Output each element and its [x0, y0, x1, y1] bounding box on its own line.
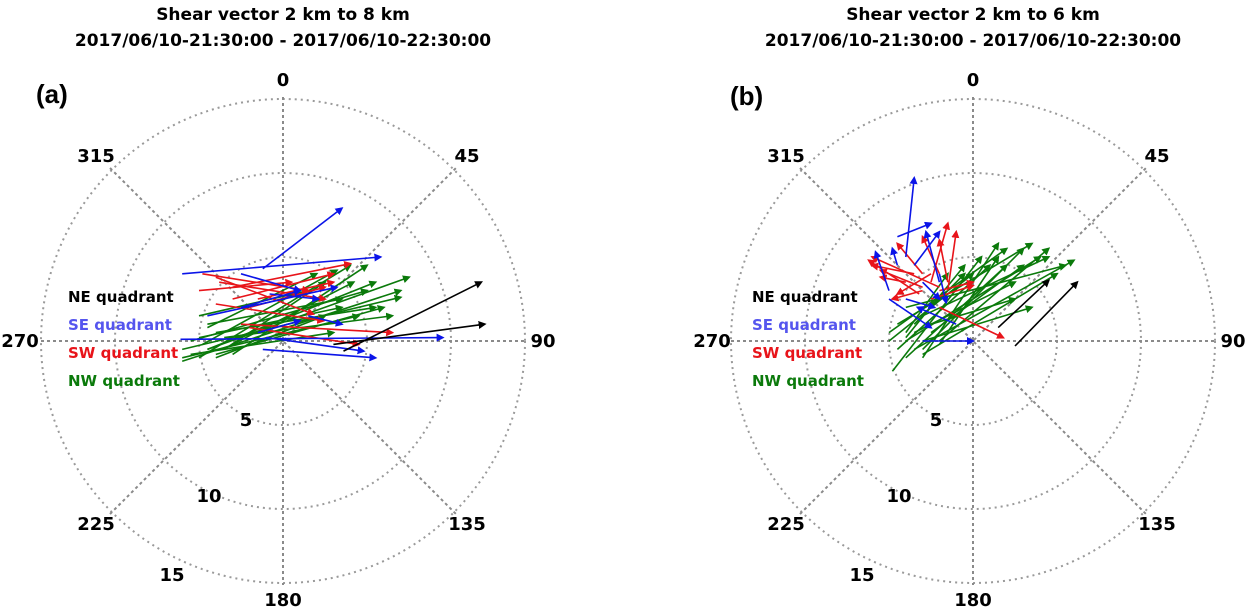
angle-tick-315: 315 — [767, 146, 805, 167]
shear-vector-se — [915, 306, 957, 325]
panel-label: (a) — [36, 79, 68, 109]
shear-vector-se — [922, 281, 941, 301]
shear-vector-nw — [207, 296, 344, 325]
shear-vector-ne — [997, 279, 1051, 329]
shear-vector-se — [897, 221, 933, 238]
shear-vector-sw — [921, 234, 941, 275]
legend-entry-nw: NW quadrant — [68, 372, 180, 390]
radial-tick-10: 10 — [196, 486, 221, 507]
shear-vector-se — [262, 348, 378, 362]
shear-vector-se — [257, 318, 302, 334]
radial-tick-labels: 5 10 15 — [159, 410, 252, 586]
legend: NE quadrant SE quadrant SW quadrant NW q… — [752, 288, 864, 390]
shear-vector-se — [890, 246, 899, 266]
shear-vector-nw — [905, 263, 966, 339]
radial-tick-labels: 5 10 15 — [849, 410, 942, 586]
legend-entry-sw: SW quadrant — [752, 344, 862, 362]
radial-tick-10: 10 — [886, 486, 911, 507]
legend-entry-nw: NW quadrant — [752, 372, 864, 390]
angle-tick-labels: 0 45 90 135 180 225 270 315 — [1, 70, 555, 609]
angle-tick-0: 0 — [967, 70, 980, 91]
shear-vector-nw — [905, 272, 949, 334]
legend-entry-sw: SW quadrant — [68, 344, 178, 362]
vector-layer — [180, 207, 487, 362]
shear-vector-ne — [333, 321, 487, 346]
shear-vector-se — [180, 333, 445, 342]
shear-vector-sw — [890, 289, 923, 302]
chart-subtitle: 2017/06/10-21:30:00 - 2017/06/10-22:30:0… — [765, 31, 1181, 51]
angle-tick-225: 225 — [77, 514, 115, 535]
shear-vector-sw — [867, 259, 920, 295]
angle-tick-45: 45 — [1144, 146, 1169, 167]
shear-vector-sw — [947, 229, 960, 291]
panel-a: Shear vector 2 km to 8 km 2017/06/10-21:… — [1, 5, 555, 609]
shear-vector-nw — [181, 288, 403, 362]
shear-vector-se — [207, 284, 339, 317]
angle-tick-270: 270 — [1, 331, 39, 352]
radial-tick-5: 5 — [240, 410, 253, 431]
shear-vector-sw — [215, 303, 326, 324]
legend-entry-se: SE quadrant — [752, 316, 856, 334]
angle-tick-225: 225 — [767, 514, 805, 535]
angle-tick-90: 90 — [530, 331, 555, 352]
shear-vector-sw — [232, 260, 353, 288]
legend: NE quadrant SE quadrant SW quadrant NW q… — [68, 288, 180, 390]
angle-tick-labels: 0 45 90 135 180 225 270 315 — [693, 70, 1245, 609]
shear-vector-se — [308, 315, 344, 327]
shear-vector-sw — [896, 242, 924, 275]
legend-entry-ne: NE quadrant — [752, 288, 858, 306]
shear-vector-sw — [215, 276, 316, 316]
angle-tick-135: 135 — [1138, 514, 1176, 535]
shear-vector-nw — [232, 281, 356, 346]
shear-vector-nw — [215, 314, 327, 359]
angle-tick-315: 315 — [77, 146, 115, 167]
radial-tick-15: 15 — [849, 565, 874, 586]
shear-vector-sw — [930, 221, 950, 283]
shear-vector-se — [905, 298, 937, 310]
angle-tick-180: 180 — [264, 590, 302, 609]
angle-tick-90: 90 — [1220, 331, 1245, 352]
shear-vector-nw — [921, 241, 1000, 359]
shear-vector-ne — [1014, 280, 1079, 347]
radial-tick-15: 15 — [159, 565, 184, 586]
shear-vector-nw — [198, 304, 344, 339]
shear-vector-se — [938, 273, 949, 305]
shear-vector-se — [240, 273, 302, 293]
shear-vector-se — [913, 230, 941, 266]
panel-label: (b) — [730, 81, 763, 111]
shear-vector-sw — [240, 323, 395, 337]
panel-b: Shear vector 2 km to 6 km 2017/06/10-21:… — [693, 5, 1245, 609]
shear-vector-sw — [939, 306, 1006, 339]
shear-vector-se — [269, 293, 321, 303]
shear-vector-sw — [939, 279, 975, 292]
legend-entry-ne: NE quadrant — [68, 288, 174, 306]
shear-vector-se — [923, 229, 941, 283]
angle-tick-45: 45 — [454, 146, 479, 167]
chart-title: Shear vector 2 km to 6 km — [846, 5, 1100, 25]
legend-entry-se: SE quadrant — [68, 316, 172, 334]
shear-vector-se — [182, 253, 383, 275]
shear-vector-se — [873, 250, 890, 291]
shear-vector-sw — [936, 238, 949, 283]
shear-vector-se — [240, 288, 302, 309]
chart-title: Shear vector 2 km to 8 km — [156, 5, 410, 25]
angle-tick-270: 270 — [693, 331, 731, 352]
chart-subtitle: 2017/06/10-21:30:00 - 2017/06/10-22:30:0… — [75, 31, 491, 51]
shear-vector-se — [888, 298, 933, 329]
angle-tick-180: 180 — [954, 590, 992, 609]
angle-tick-0: 0 — [277, 70, 290, 91]
radial-tick-5: 5 — [930, 410, 943, 431]
shear-vector-se — [262, 207, 344, 270]
shear-vector-se — [905, 176, 918, 258]
vector-layer — [867, 176, 1079, 372]
angle-tick-135: 135 — [448, 514, 486, 535]
